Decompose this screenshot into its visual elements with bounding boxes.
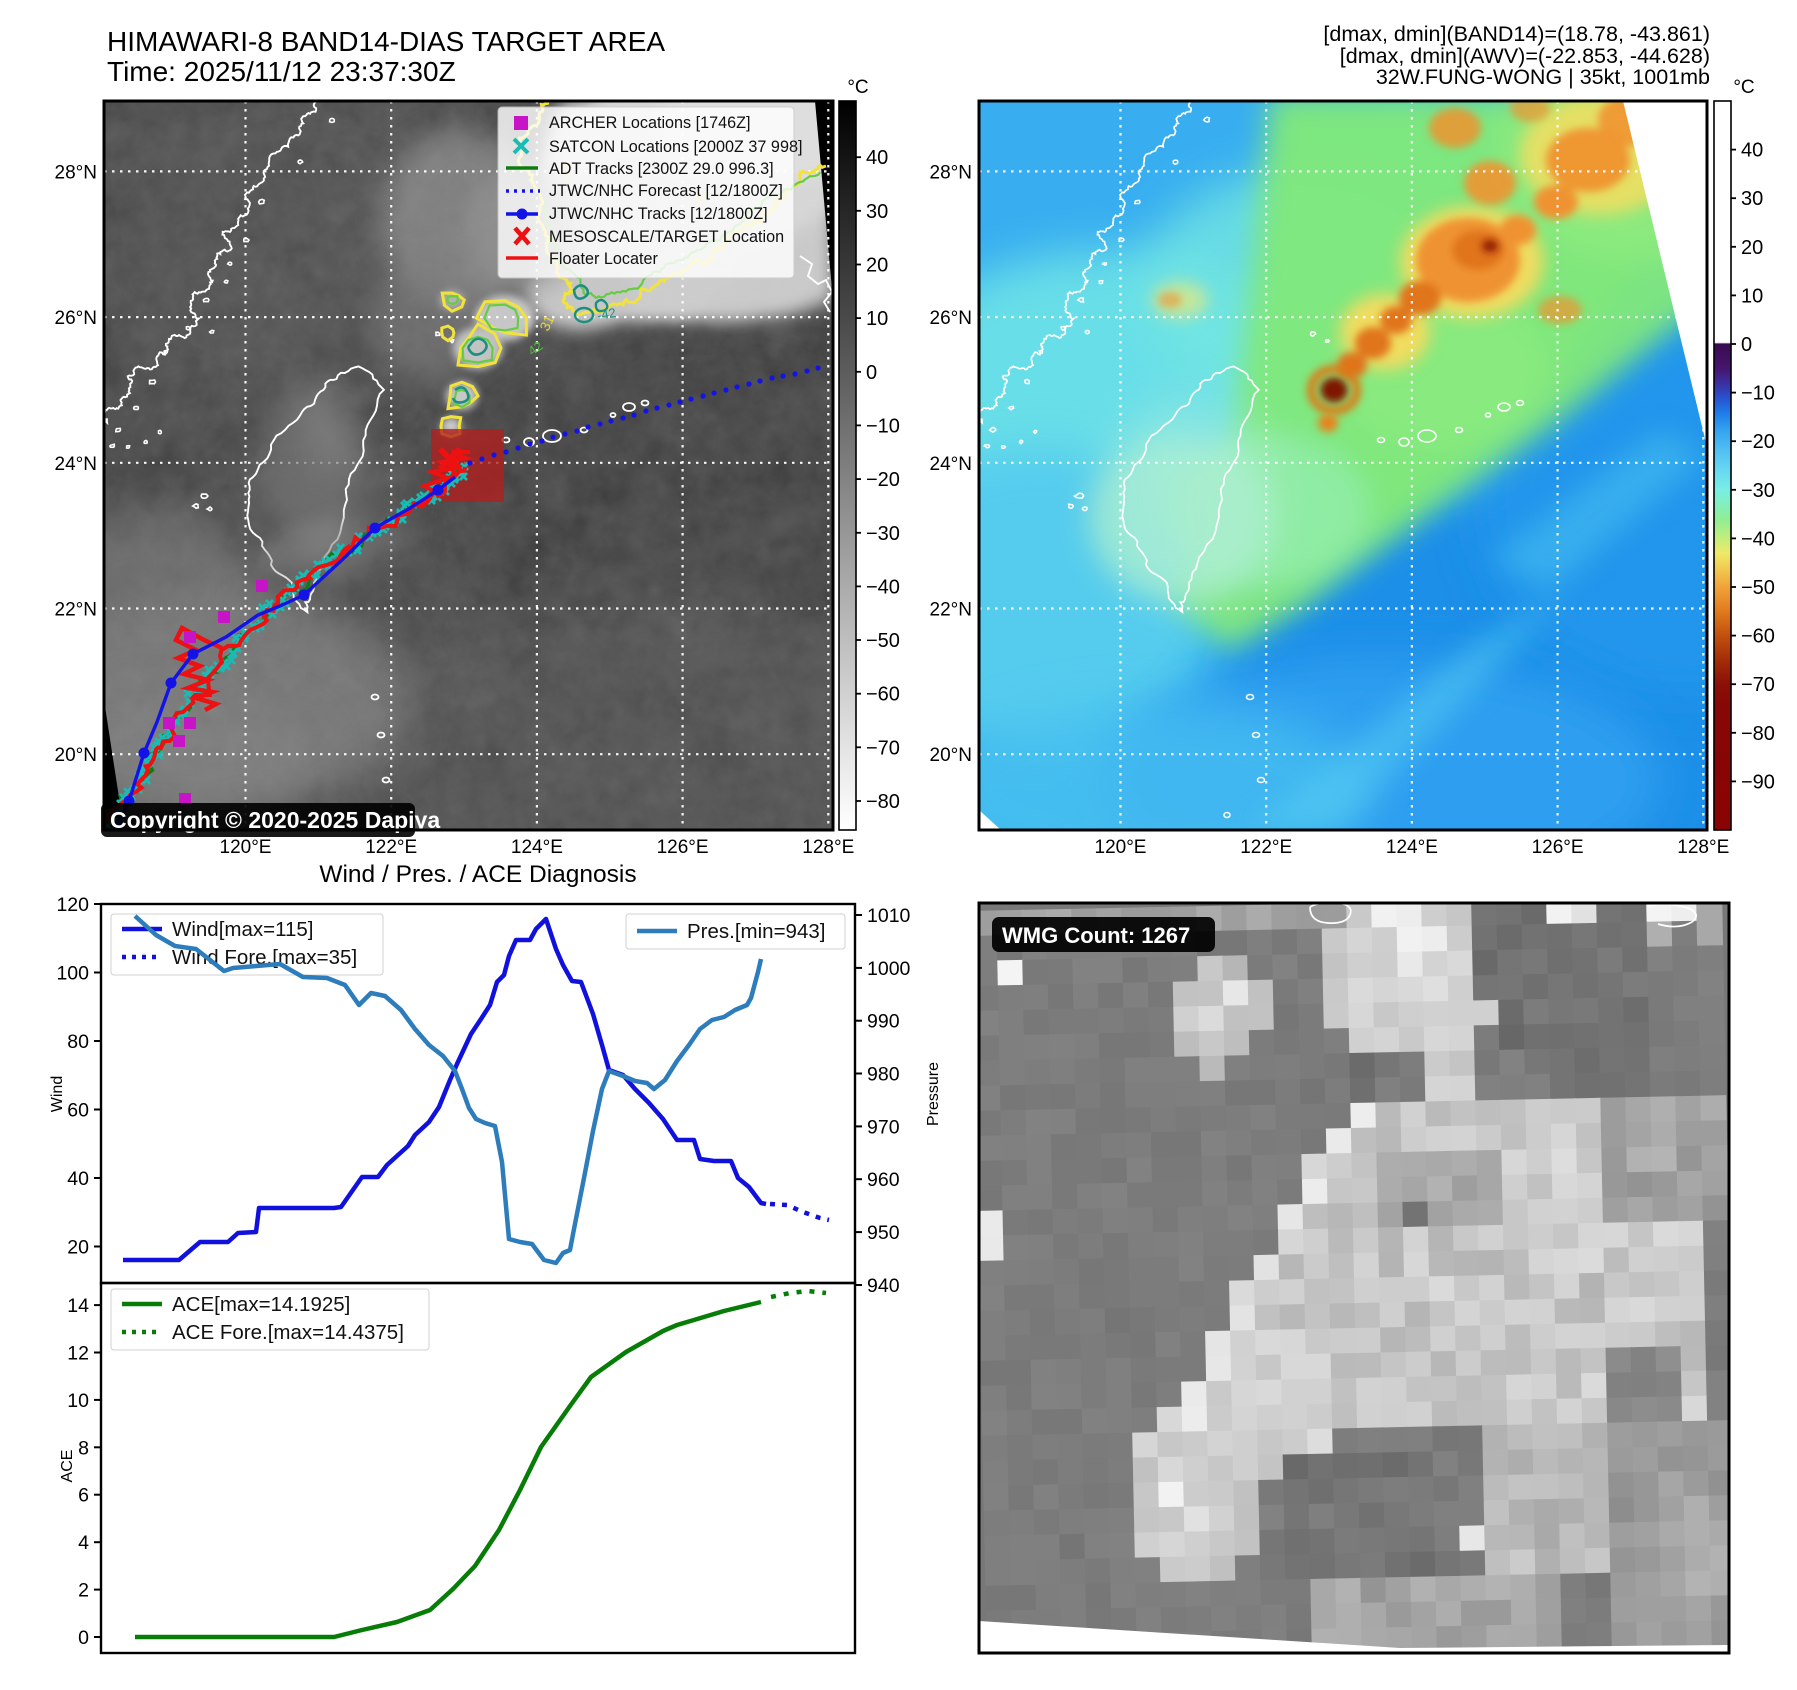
svg-text:128°E: 128°E: [802, 837, 854, 858]
svg-text:4: 4: [78, 1532, 89, 1554]
svg-text:32W.FUNG-WONG | 35kt, 1001mb: 32W.FUNG-WONG | 35kt, 1001mb: [1376, 65, 1710, 89]
svg-text:990: 990: [867, 1011, 900, 1033]
svg-text:ACE: ACE: [59, 1450, 76, 1483]
svg-text:MESOSCALE/TARGET Location: MESOSCALE/TARGET Location: [549, 228, 784, 246]
svg-text:24°N: 24°N: [55, 454, 97, 475]
svg-text:124°E: 124°E: [1386, 837, 1438, 858]
svg-text:Wind / Pres. / ACE Diagnosis: Wind / Pres. / ACE Diagnosis: [319, 861, 636, 888]
svg-text:8: 8: [78, 1437, 89, 1459]
svg-text:126°E: 126°E: [657, 837, 709, 858]
svg-text:950: 950: [867, 1222, 900, 1244]
svg-text:28°N: 28°N: [55, 162, 97, 183]
svg-text:40: 40: [866, 147, 888, 169]
svg-text:940: 940: [867, 1275, 900, 1297]
svg-text:42: 42: [525, 338, 545, 359]
svg-text:20°N: 20°N: [55, 745, 97, 766]
svg-text:−30: −30: [1741, 480, 1775, 502]
svg-text:−80: −80: [866, 791, 900, 813]
svg-text:−50: −50: [866, 630, 900, 652]
svg-text:40: 40: [67, 1168, 89, 1190]
svg-text:−50: −50: [1741, 577, 1775, 599]
svg-text:20: 20: [67, 1237, 89, 1259]
svg-text:126°E: 126°E: [1532, 837, 1584, 858]
svg-text:ADT Tracks [2300Z 29.0 996.3]: ADT Tracks [2300Z 29.0 996.3]: [549, 160, 774, 178]
svg-text:970: 970: [867, 1116, 900, 1138]
svg-text:22°N: 22°N: [930, 600, 972, 621]
svg-text:30: 30: [1741, 188, 1763, 210]
svg-text:−10: −10: [866, 415, 900, 437]
svg-text:°C: °C: [847, 77, 868, 98]
svg-text:20: 20: [1741, 237, 1763, 259]
svg-text:WMG Count: 1267: WMG Count: 1267: [1002, 923, 1190, 948]
svg-text:31: 31: [536, 312, 557, 333]
svg-text:60: 60: [67, 1100, 89, 1122]
svg-text:−40: −40: [1741, 528, 1775, 550]
svg-text:20°N: 20°N: [930, 745, 972, 766]
svg-text:2: 2: [78, 1580, 89, 1602]
svg-text:100: 100: [56, 963, 89, 985]
svg-text:−60: −60: [1741, 626, 1775, 648]
svg-text:30: 30: [866, 201, 888, 223]
svg-text:−30: −30: [866, 523, 900, 545]
svg-text:Wind: Wind: [49, 1076, 66, 1112]
svg-text:120°E: 120°E: [1095, 837, 1147, 858]
svg-text:Floater Locater: Floater Locater: [549, 250, 658, 268]
svg-text:22°N: 22°N: [55, 600, 97, 621]
svg-text:Pressure: Pressure: [925, 1062, 942, 1126]
svg-text:−90: −90: [1741, 771, 1775, 793]
svg-text:120°E: 120°E: [220, 837, 272, 858]
svg-text:ACE[max=14.1925]: ACE[max=14.1925]: [172, 1293, 350, 1316]
svg-text:−60: −60: [866, 684, 900, 706]
svg-text:120: 120: [56, 894, 89, 916]
svg-text:124°E: 124°E: [511, 837, 563, 858]
svg-text:122°E: 122°E: [365, 837, 417, 858]
svg-text:[dmax, dmin](AWV)=(-22.853, -4: [dmax, dmin](AWV)=(-22.853, -44.628): [1340, 44, 1710, 68]
svg-text:JTWC/NHC Tracks [12/1800Z]: JTWC/NHC Tracks [12/1800Z]: [549, 205, 768, 223]
svg-text:12: 12: [67, 1343, 89, 1365]
svg-text:0: 0: [1741, 334, 1752, 356]
svg-text:ACE Fore.[max=14.4375]: ACE Fore.[max=14.4375]: [172, 1321, 404, 1344]
svg-text:JTWC/NHC Forecast [12/1800Z]: JTWC/NHC Forecast [12/1800Z]: [549, 182, 783, 200]
svg-text:28°N: 28°N: [930, 162, 972, 183]
svg-text:10: 10: [866, 308, 888, 330]
svg-text:−40: −40: [866, 576, 900, 598]
svg-text:−80: −80: [1741, 723, 1775, 745]
svg-text:HIMAWARI-8 BAND14-DIAS TARGET: HIMAWARI-8 BAND14-DIAS TARGET AREA: [107, 26, 665, 57]
svg-text:1000: 1000: [867, 958, 911, 980]
svg-text:14: 14: [67, 1295, 89, 1317]
svg-text:°C: °C: [1733, 77, 1754, 98]
svg-text:1010: 1010: [867, 905, 911, 927]
svg-text:SATCON Locations [2000Z 37 998: SATCON Locations [2000Z 37 998]: [549, 138, 802, 156]
svg-text:−20: −20: [866, 469, 900, 491]
svg-text:26°N: 26°N: [55, 308, 97, 329]
svg-text:80: 80: [67, 1031, 89, 1053]
svg-text:10: 10: [67, 1390, 89, 1412]
svg-text:−20: −20: [1741, 431, 1775, 453]
svg-text:ARCHER Locations [1746Z]: ARCHER Locations [1746Z]: [549, 114, 751, 132]
svg-text:980: 980: [867, 1064, 900, 1086]
svg-text:-42: -42: [596, 305, 617, 323]
svg-text:[dmax, dmin](BAND14)=(18.78, -: [dmax, dmin](BAND14)=(18.78, -43.861): [1323, 22, 1710, 46]
svg-text:Pres.[min=943]: Pres.[min=943]: [687, 920, 825, 943]
svg-text:128°E: 128°E: [1677, 837, 1729, 858]
svg-text:−70: −70: [866, 737, 900, 759]
svg-text:10: 10: [1741, 285, 1763, 307]
svg-text:6: 6: [78, 1485, 89, 1507]
svg-text:Time: 2025/11/12 23:37:30Z: Time: 2025/11/12 23:37:30Z: [107, 56, 456, 87]
svg-text:−70: −70: [1741, 674, 1775, 696]
svg-text:0: 0: [866, 362, 877, 384]
svg-text:20: 20: [866, 255, 888, 277]
svg-text:24°N: 24°N: [930, 454, 972, 475]
svg-text:0: 0: [78, 1627, 89, 1649]
svg-text:960: 960: [867, 1169, 900, 1191]
svg-text:Wind Fore.[max=35]: Wind Fore.[max=35]: [172, 946, 357, 969]
svg-text:−10: −10: [1741, 383, 1775, 405]
svg-text:40: 40: [1741, 140, 1763, 162]
svg-text:122°E: 122°E: [1240, 837, 1292, 858]
svg-text:Wind[max=115]: Wind[max=115]: [172, 918, 313, 941]
svg-text:26°N: 26°N: [930, 308, 972, 329]
